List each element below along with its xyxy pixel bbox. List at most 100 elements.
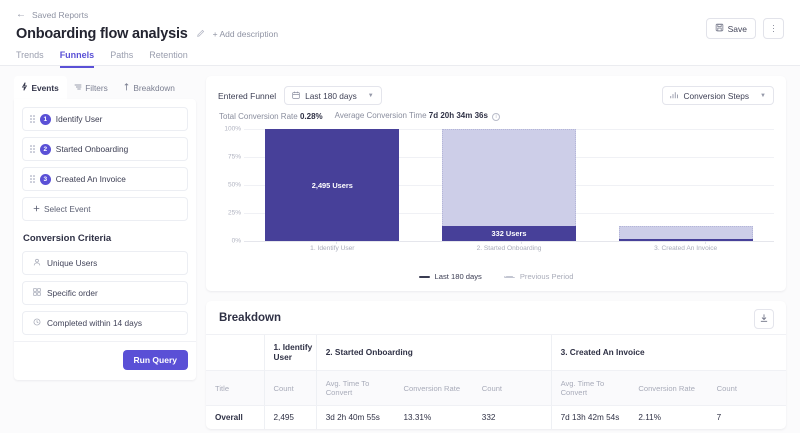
cell-s2-rate: 13.31%	[403, 413, 432, 422]
cell-s1-count: 2,495	[263, 405, 317, 429]
criteria-label: Completed within 14 days	[47, 318, 143, 328]
col-count-2[interactable]: Count	[472, 370, 552, 406]
lightning-icon	[21, 82, 28, 93]
event-name: Identify User	[55, 114, 103, 124]
tab-breakdown[interactable]: Breakdown	[116, 76, 183, 99]
col-time-3[interactable]: Avg. Time To Convert	[550, 370, 630, 406]
col-time-2[interactable]: Avg. Time To Convert	[315, 370, 395, 406]
event-row-3[interactable]: 3 Created An Invoice	[22, 167, 188, 191]
page-title: Onboarding flow analysis	[16, 26, 188, 42]
title-row: Onboarding flow analysis + Add descripti…	[16, 26, 784, 42]
tab-trends[interactable]: Trends	[16, 50, 44, 60]
legend-swatch-solid	[418, 275, 430, 278]
col-rate-3[interactable]: Conversion Rate	[629, 370, 708, 406]
drag-handle-icon[interactable]	[30, 115, 35, 123]
date-range-value: Last 180 days	[305, 90, 357, 101]
x-tick-label: 1. Identify User	[310, 245, 355, 252]
cell-title: Overall	[215, 413, 243, 422]
legend-label: Last 180 days	[434, 272, 482, 281]
y-tick-label: 75%	[227, 153, 241, 161]
group-header-step-1: 1. Identify User	[263, 334, 317, 371]
event-name: Created An Invoice	[55, 174, 126, 184]
bar-converted-3[interactable]	[618, 238, 753, 241]
y-tick-label: 100%	[224, 125, 241, 133]
breakdown-icon	[123, 82, 130, 93]
tab-events-label: Events	[31, 82, 59, 93]
chart-bars: 2,495 Users 332 Users	[244, 129, 774, 241]
query-builder-tabs: Events Filters Bre	[14, 76, 196, 99]
funnel-step-3[interactable]	[597, 129, 774, 241]
tab-events[interactable]: Events	[14, 76, 67, 99]
legend-item-current[interactable]: Last 180 days	[418, 272, 482, 281]
select-event-button[interactable]: Select Event	[22, 197, 188, 221]
y-tick-label: 50%	[227, 181, 241, 189]
tab-funnels[interactable]: Funnels	[59, 50, 95, 68]
breakdown-panel: Breakdown 1. Identify User 2. Started	[206, 301, 786, 429]
run-query-button[interactable]: Run Query	[122, 350, 188, 370]
table-row[interactable]: Overall 2,495 3d 2h 40m 55s 13.31% 332 7…	[206, 405, 786, 429]
funnel-step-2[interactable]: 332 Users	[421, 129, 598, 241]
breakdown-title: Breakdown	[219, 312, 281, 324]
y-tick-label: 0%	[231, 237, 241, 245]
col-count-1[interactable]: Count	[263, 370, 317, 406]
bar-converted-1[interactable]: 2,495 Users	[265, 129, 400, 241]
cell-s3-time: 7d 13h 42m 54s	[550, 405, 630, 429]
col-title[interactable]: Title	[206, 370, 264, 406]
table-column-header-row: Title Count Avg. Time To Convert Convers…	[206, 370, 786, 406]
drag-handle-icon[interactable]	[30, 175, 35, 183]
total-conversion-rate-label: Total Conversion Rate	[219, 111, 298, 121]
legend-item-previous[interactable]: Previous Period	[503, 272, 574, 281]
tab-filters[interactable]: Filters	[67, 76, 116, 99]
select-event-label: Select Event	[44, 204, 91, 214]
breakdown-header: Breakdown	[206, 301, 786, 334]
event-row-2[interactable]: 2 Started Onboarding	[22, 137, 188, 161]
save-disk-icon	[715, 23, 724, 34]
funnel-step-1[interactable]: 2,495 Users	[244, 129, 421, 241]
group-header-step-2: 2. Started Onboarding	[315, 334, 552, 371]
tab-retention[interactable]: Retention	[149, 50, 188, 60]
pencil-icon[interactable]	[196, 29, 205, 40]
criteria-row-unique-users[interactable]: Unique Users	[22, 251, 188, 275]
date-range-select[interactable]: Last 180 days ▼	[284, 86, 382, 105]
avg-conversion-time-value: 7d 20h 34m 36s	[428, 111, 488, 120]
y-tick-label: 25%	[227, 209, 241, 217]
group-header-step-3: 3. Created An Invoice	[550, 334, 786, 371]
conversion-criteria-title: Conversion Criteria	[23, 233, 112, 244]
criteria-label: Specific order	[47, 288, 98, 298]
criteria-row-completed-within[interactable]: Completed within 14 days	[22, 311, 188, 335]
chart-view-select[interactable]: Conversion Steps ▼	[661, 86, 774, 105]
query-builder-footer: Run Query	[14, 341, 196, 372]
avg-conversion-time-stat: Average Conversion Time 7d 20h 34m 36s i	[335, 111, 501, 121]
bar-dropoff-2	[441, 129, 577, 227]
x-tick-label: 3. Created An Invoice	[654, 245, 718, 252]
bar-converted-2[interactable]: 332 Users	[441, 226, 577, 241]
col-rate-2[interactable]: Conversion Rate	[394, 370, 473, 406]
more-options-button[interactable]	[763, 18, 784, 39]
step-badge: 3	[39, 173, 51, 185]
breadcrumb-label[interactable]: Saved Reports	[32, 10, 89, 20]
criteria-row-specific-order[interactable]: Specific order	[22, 281, 188, 305]
step-badge: 2	[39, 143, 51, 155]
query-builder-card: 1 Identify User 2 Started Onboarding 3 C…	[14, 99, 196, 380]
event-row-1[interactable]: 1 Identify User	[22, 107, 188, 131]
tab-paths[interactable]: Paths	[110, 50, 134, 60]
report-type-tabs: Trends Funnels Paths Retention	[16, 50, 784, 68]
arrow-left-icon[interactable]: ←	[16, 9, 26, 20]
kebab-menu-icon	[772, 24, 775, 33]
legend-swatch-dashed	[503, 275, 515, 278]
breadcrumb[interactable]: ← Saved Reports	[16, 9, 784, 21]
download-button[interactable]	[754, 309, 774, 329]
legend-label: Previous Period	[519, 272, 574, 281]
step-badge: 1	[39, 113, 51, 125]
clock-icon	[33, 318, 41, 328]
x-axis: 1. Identify User 2. Started Onboarding 3…	[244, 245, 774, 252]
results-column: Entered Funnel Last 180 days ▼	[206, 76, 786, 429]
col-count-3[interactable]: Count	[707, 370, 786, 406]
add-description-button[interactable]: + Add description	[212, 29, 279, 39]
save-button[interactable]: Save	[705, 18, 756, 39]
save-button-label: Save	[727, 23, 747, 34]
info-icon[interactable]: i	[492, 113, 501, 121]
drag-handle-icon[interactable]	[30, 145, 35, 153]
download-icon	[759, 310, 769, 328]
